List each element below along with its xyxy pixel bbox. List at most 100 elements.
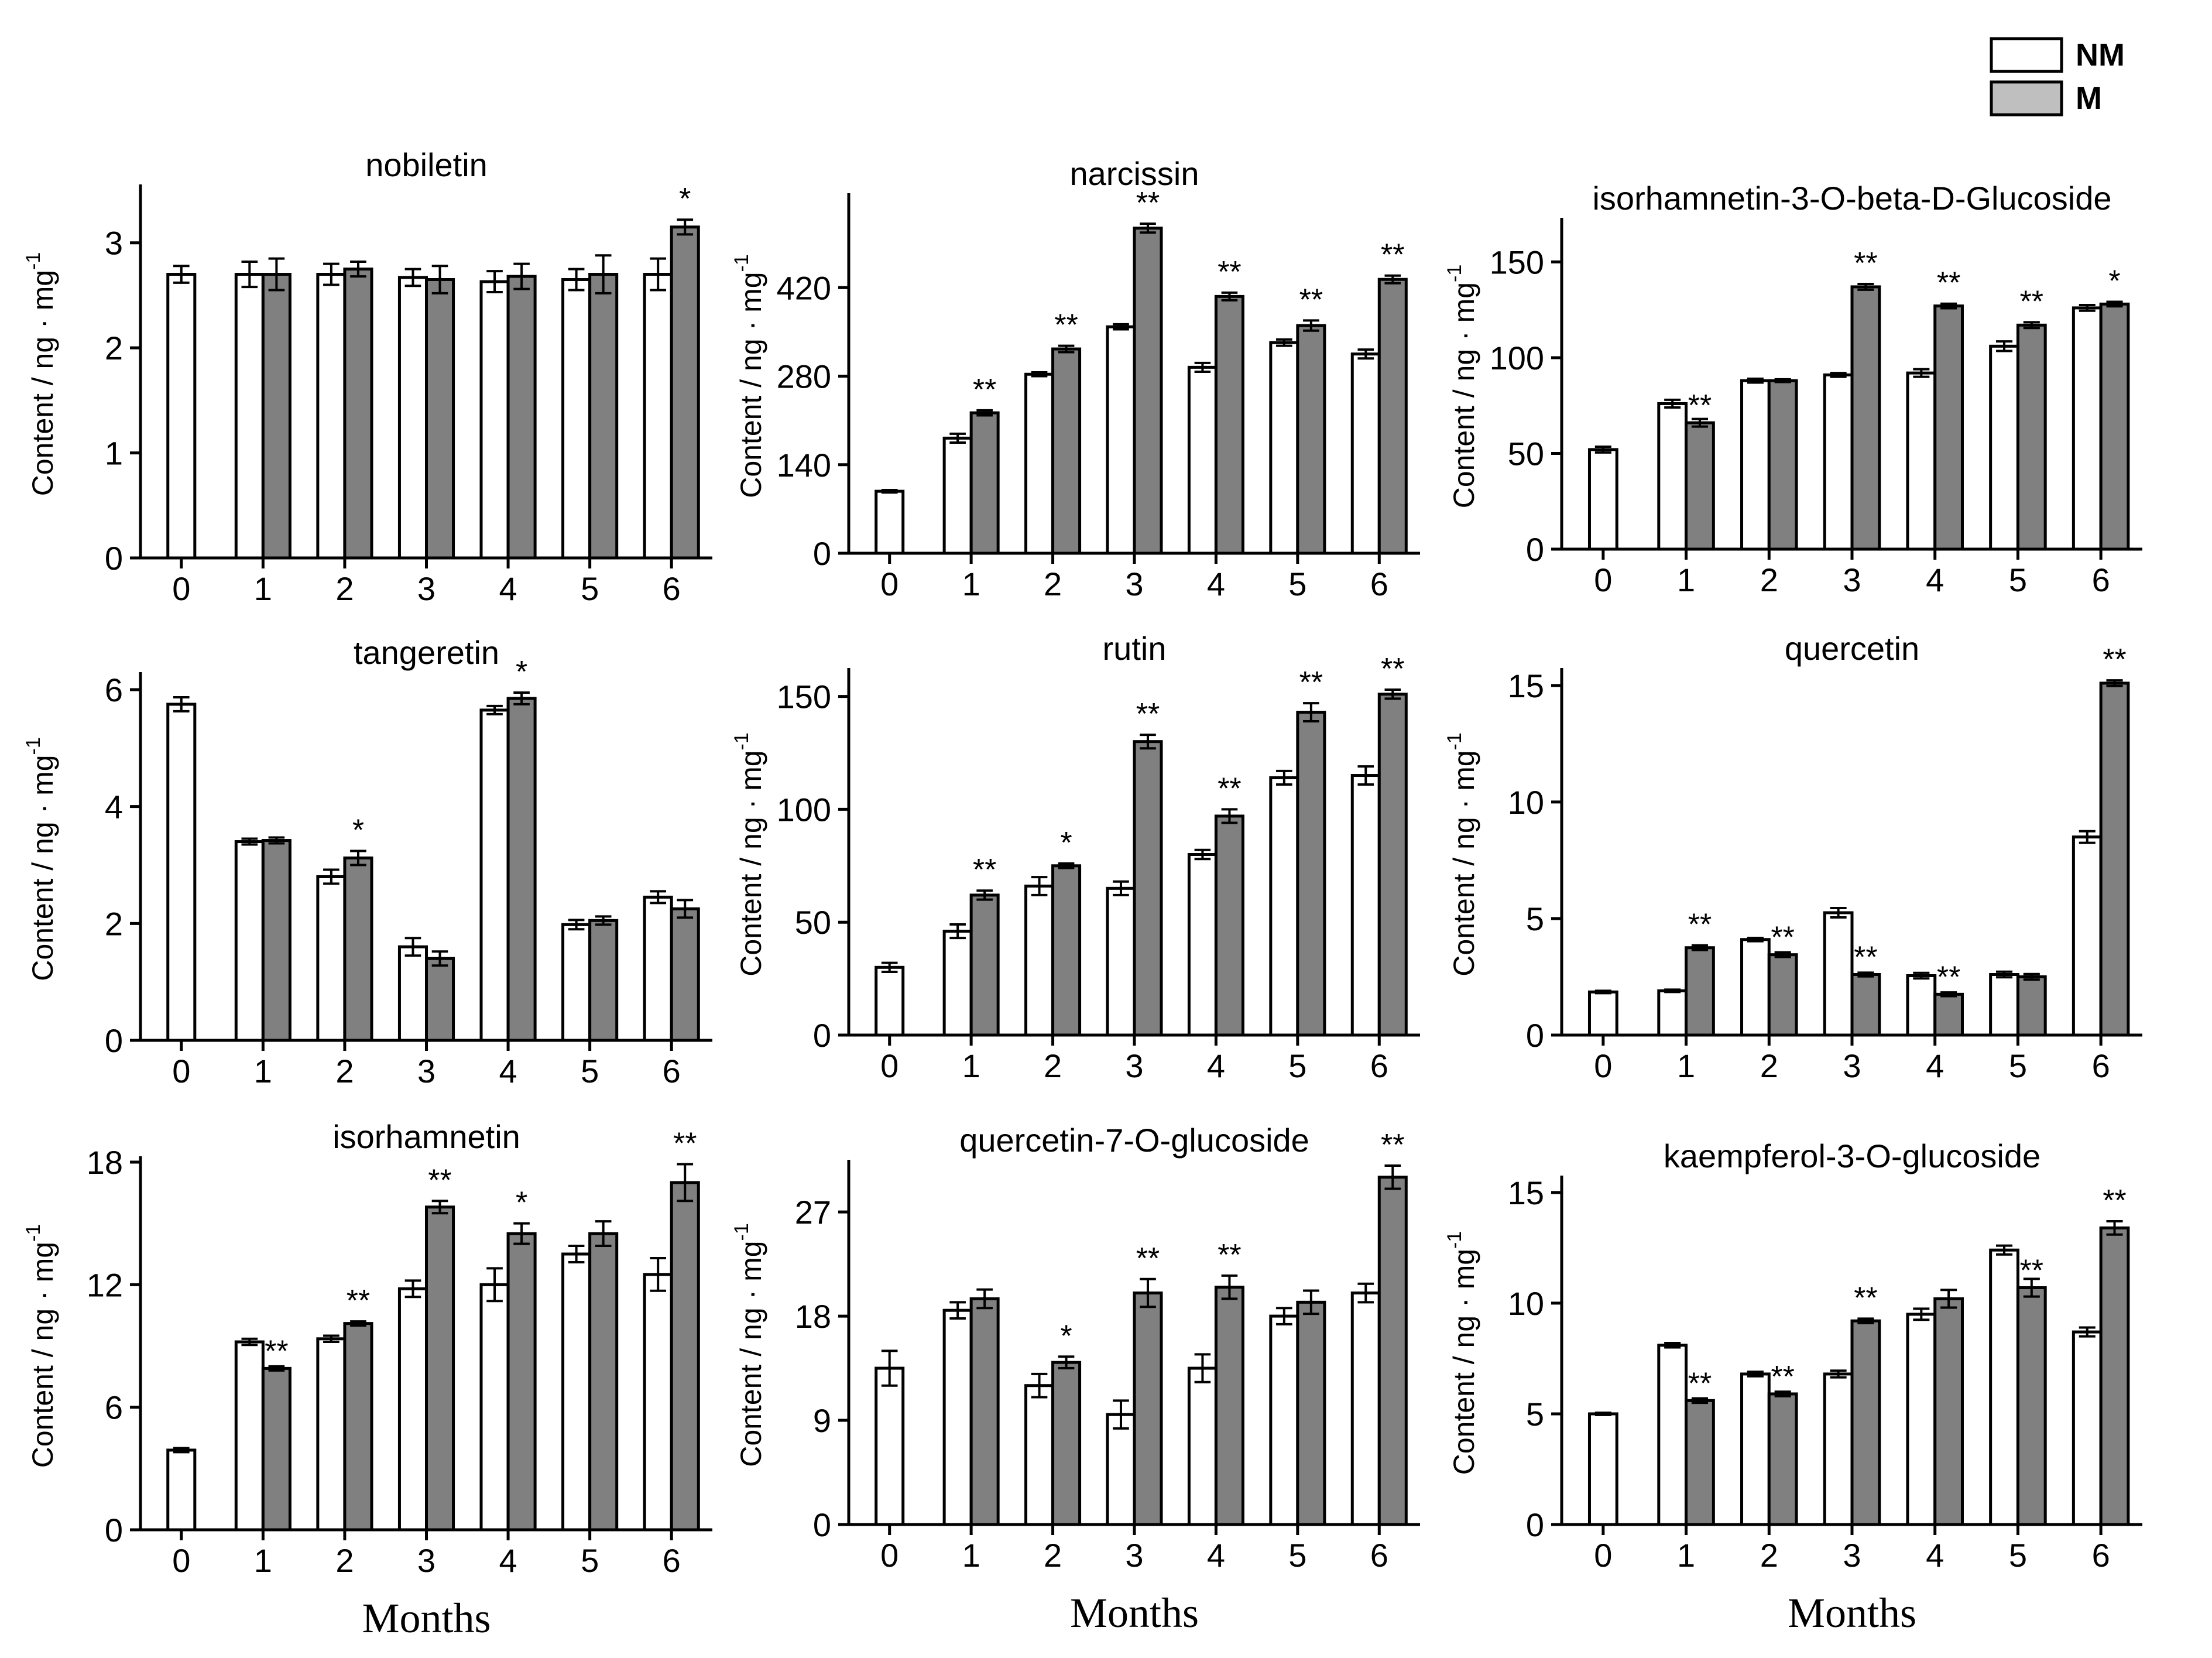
y-tick-label: 100 bbox=[1490, 340, 1544, 376]
significance-marker: ** bbox=[347, 1284, 370, 1318]
y-tick-label: 12 bbox=[87, 1266, 123, 1303]
bar-m bbox=[1767, 953, 1798, 1037]
significance-marker: ** bbox=[2020, 1253, 2043, 1287]
bar-m bbox=[2016, 323, 2047, 551]
bar-m bbox=[588, 273, 619, 560]
significance-marker: ** bbox=[2020, 285, 2043, 318]
chart-title: rutin bbox=[1103, 630, 1167, 667]
bar-nm bbox=[234, 1340, 265, 1532]
bar-m bbox=[261, 273, 291, 560]
legend-label-nm: NM bbox=[2076, 37, 2125, 73]
x-tick-label: 1 bbox=[254, 1053, 272, 1090]
significance-marker: * bbox=[679, 182, 691, 216]
bar-nm bbox=[316, 1337, 347, 1532]
bar-nm bbox=[942, 930, 973, 1037]
y-tick-label: 15 bbox=[1508, 667, 1544, 704]
x-axis-label: Months bbox=[1070, 1590, 1199, 1636]
x-tick-label: 6 bbox=[663, 570, 681, 607]
x-tick-label: 5 bbox=[2009, 1537, 2027, 1574]
bar-m bbox=[1051, 1361, 1082, 1526]
y-tick-label: 4 bbox=[105, 789, 123, 825]
legend-swatch-m bbox=[1990, 80, 2063, 117]
chart-title: tangeretin bbox=[354, 634, 499, 671]
significance-marker: ** bbox=[1218, 255, 1241, 289]
bar-nm bbox=[1906, 974, 1937, 1037]
bar-m bbox=[343, 268, 373, 560]
x-tick-label: 2 bbox=[335, 1542, 354, 1579]
x-tick-label: 0 bbox=[172, 570, 190, 607]
bar-m bbox=[343, 1322, 373, 1532]
bar-nm bbox=[1823, 1372, 1854, 1526]
significance-marker: * bbox=[352, 814, 364, 848]
bar-m bbox=[1133, 740, 1163, 1037]
bar-nm bbox=[1989, 973, 2019, 1037]
significance-marker: * bbox=[516, 1186, 527, 1220]
x-tick-label: 3 bbox=[1125, 566, 1143, 602]
significance-marker: ** bbox=[973, 373, 996, 407]
bar-nm bbox=[1587, 1412, 1618, 1526]
legend-label-m: M bbox=[2076, 81, 2102, 116]
bar-nm bbox=[1657, 402, 1688, 551]
x-tick-label: 3 bbox=[1843, 561, 1861, 598]
significance-marker: ** bbox=[973, 853, 996, 887]
bar-nm bbox=[316, 875, 347, 1042]
chart-title: quercetin-7-O-glucoside bbox=[959, 1122, 1309, 1159]
bar-m bbox=[670, 907, 700, 1042]
chart-panel: quercetin 0 5 10 15 Content / ng · mg-1 0 1 ** 2 *… bbox=[1443, 630, 2142, 1084]
x-tick-label: 2 bbox=[335, 1053, 354, 1090]
significance-marker: ** bbox=[1937, 960, 1960, 994]
bar-m bbox=[2099, 1226, 2130, 1526]
bar-m bbox=[969, 411, 1000, 555]
bar-m bbox=[1933, 1297, 1964, 1526]
x-tick-label: 6 bbox=[1370, 1047, 1388, 1084]
chart-panel: quercetin-7-O-glucoside 0 9 18 27 Content / n… bbox=[731, 1122, 1420, 1636]
x-tick-label: 6 bbox=[663, 1542, 681, 1579]
significance-marker: ** bbox=[1771, 1360, 1794, 1394]
bar-m bbox=[1296, 324, 1326, 555]
significance-marker: * bbox=[1060, 1319, 1072, 1353]
bar-m bbox=[425, 278, 455, 560]
significance-marker: ** bbox=[1299, 666, 1323, 700]
y-tick-label: 10 bbox=[1508, 1285, 1544, 1322]
bar-m bbox=[1685, 421, 1715, 551]
bar-nm bbox=[1740, 379, 1771, 551]
x-tick-label: 5 bbox=[1288, 1047, 1306, 1084]
x-tick-label: 4 bbox=[1926, 561, 1944, 598]
y-tick-label: 150 bbox=[777, 679, 831, 715]
bar-m bbox=[2099, 302, 2130, 551]
bar-m bbox=[2016, 1286, 2047, 1526]
bar-nm bbox=[1823, 373, 1854, 551]
bar-m bbox=[1214, 814, 1244, 1037]
y-tick-label: 50 bbox=[1508, 435, 1544, 472]
bar-m bbox=[1767, 1392, 1798, 1526]
bar-nm bbox=[1187, 365, 1218, 555]
bar-nm bbox=[1269, 1314, 1299, 1526]
x-tick-label: 5 bbox=[2009, 561, 2027, 598]
y-tick-label: 10 bbox=[1508, 784, 1544, 821]
bar-nm bbox=[316, 273, 347, 560]
bar-nm bbox=[397, 945, 428, 1042]
bar-m bbox=[1685, 1399, 1715, 1526]
bar-nm bbox=[234, 273, 265, 560]
x-tick-label: 4 bbox=[1207, 1047, 1225, 1084]
bar-nm bbox=[1106, 1413, 1136, 1526]
significance-marker: ** bbox=[1136, 186, 1160, 220]
x-tick-label: 2 bbox=[335, 570, 354, 607]
x-tick-label: 1 bbox=[254, 570, 272, 607]
y-tick-label: 0 bbox=[1526, 1506, 1544, 1543]
chart-title: isorhamnetin bbox=[332, 1118, 520, 1155]
y-tick-label: 5 bbox=[1526, 1396, 1544, 1433]
x-tick-label: 4 bbox=[1926, 1047, 1944, 1084]
significance-marker: ** bbox=[1688, 1366, 1712, 1400]
y-axis-label: Content / ng · mg-1 bbox=[1443, 1231, 1480, 1475]
bar-nm bbox=[1989, 344, 2019, 551]
significance-marker: ** bbox=[1688, 389, 1712, 423]
bar-nm bbox=[2072, 835, 2103, 1037]
x-tick-label: 2 bbox=[1044, 1047, 1062, 1084]
significance-marker: ** bbox=[1381, 238, 1404, 272]
x-tick-label: 3 bbox=[1125, 1047, 1143, 1084]
x-tick-label: 1 bbox=[1677, 1047, 1695, 1084]
legend-swatch-nm bbox=[1990, 37, 2063, 73]
x-tick-label: 2 bbox=[1760, 1537, 1778, 1574]
